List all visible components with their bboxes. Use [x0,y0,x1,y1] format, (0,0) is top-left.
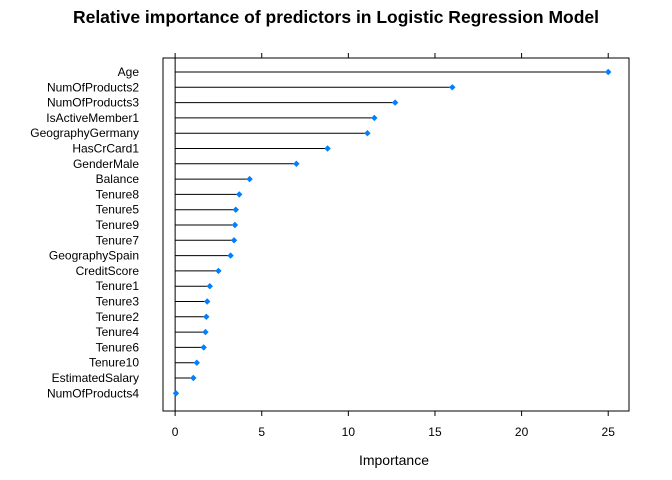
category-label: Age [118,65,140,79]
point-HasCrCard1 [324,145,331,152]
category-label: Tenure10 [89,356,139,370]
category-label: NumOfProducts4 [47,386,139,400]
x-axis-ticks: 0 5 10 15 20 25 [172,53,615,439]
point-Tenure5 [232,206,239,213]
category-label: CreditScore [76,264,140,278]
point-NumOfProducts2 [449,84,456,91]
point-Tenure9 [231,221,239,229]
category-label: Tenure1 [96,279,140,293]
category-label: EstimatedSalary [52,371,139,385]
category-label: Tenure9 [96,218,140,232]
point-GenderMale [293,160,300,167]
category-label: Tenure5 [96,203,140,217]
chart-title: Relative importance of predictors in Log… [73,7,599,27]
plot-frame [162,57,630,412]
point-NumOfProducts3 [391,99,399,106]
point-GeographyGermany [364,130,371,137]
point-Tenure6 [200,344,207,351]
point-Tenure2 [203,313,210,320]
point-IsActiveMember1 [371,114,378,122]
category-label: Balance [96,172,140,186]
point-Balance [246,175,253,183]
x-axis-label: Importance [359,452,429,468]
point-Tenure3 [203,298,211,305]
x-tick-label: 15 [428,425,442,439]
point-Tenure8 [236,191,243,198]
category-label: Tenure3 [96,295,140,309]
category-label: Tenure8 [96,187,140,201]
category-label: HasCrCard1 [72,142,139,156]
x-tick-label: 20 [515,425,529,439]
point-GeographySpain [227,252,234,259]
x-tick-label: 5 [258,425,265,439]
point-NumOfProducts4 [172,390,180,397]
x-tick-label: 10 [342,425,356,439]
point-Tenure7 [230,237,238,244]
point-EstimatedSalary [190,374,197,382]
point-Tenure10 [193,359,200,366]
category-label: GenderMale [73,157,139,171]
point-Tenure1 [206,283,213,290]
category-label: Tenure2 [96,310,140,324]
lollipop-points [172,68,612,397]
point-Tenure4 [202,328,209,336]
x-tick-label: 25 [602,425,616,439]
category-label: GeographySpain [49,249,139,263]
point-Age [605,68,612,76]
category-label: NumOfProducts3 [47,96,139,110]
x-tick-label: 0 [172,425,179,439]
category-label: NumOfProducts2 [47,80,139,94]
category-label: Tenure7 [96,233,140,247]
lollipop-stems [174,58,609,411]
category-label: GeographyGermany [30,126,139,140]
category-label: Tenure6 [96,340,140,354]
category-label: Tenure4 [96,325,140,339]
point-CreditScore [215,267,222,275]
category-label: IsActiveMember1 [46,111,139,125]
